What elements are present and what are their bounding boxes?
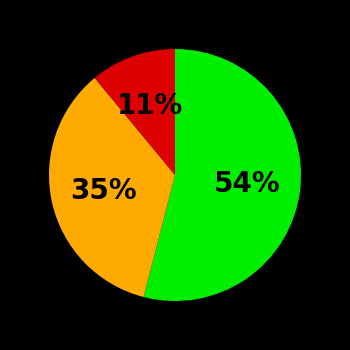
Wedge shape (49, 78, 175, 297)
Text: 35%: 35% (70, 177, 137, 205)
Text: 54%: 54% (214, 170, 281, 198)
Text: 11%: 11% (117, 92, 183, 120)
Wedge shape (95, 49, 175, 175)
Wedge shape (144, 49, 301, 301)
